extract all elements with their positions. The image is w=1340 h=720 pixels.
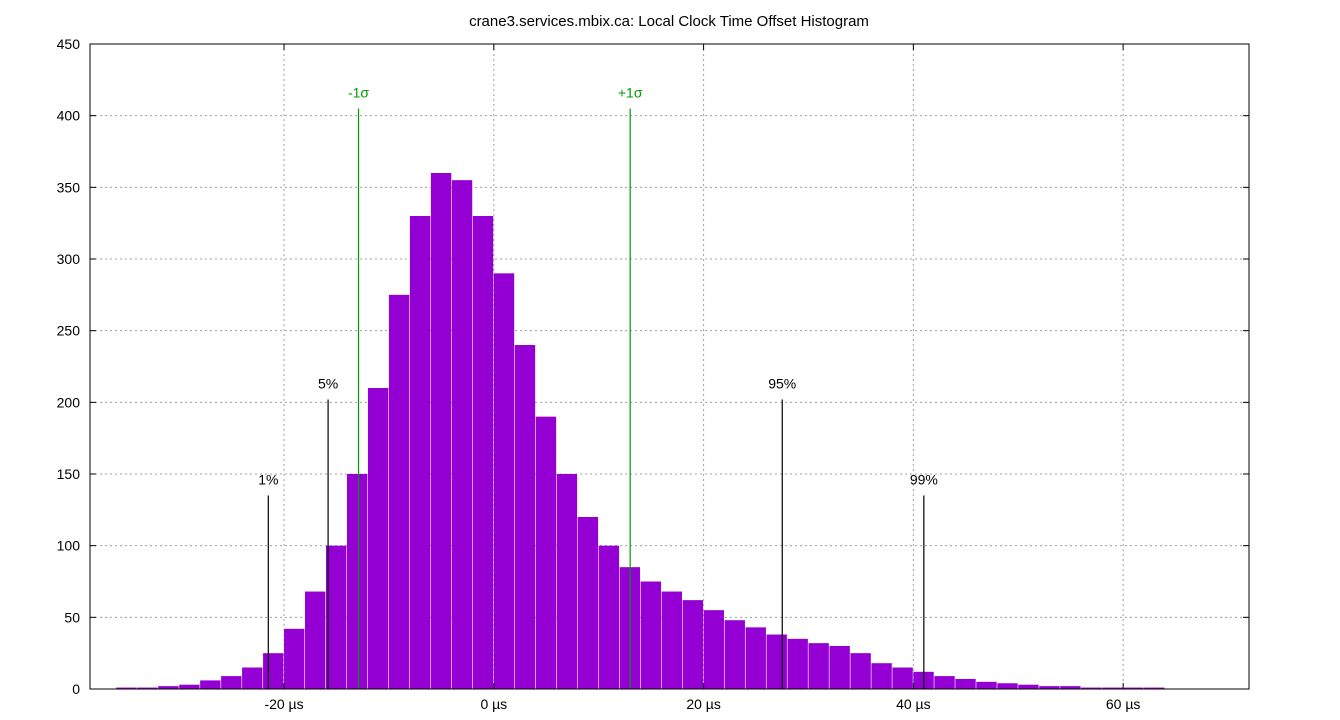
histogram-bar [955,678,976,689]
histogram-bar [388,294,410,689]
histogram-bar [850,653,871,689]
histogram-bar [766,634,787,689]
marker-label: +1σ [618,85,643,101]
histogram-bar [598,545,620,689]
marker-label: -1σ [348,85,369,101]
marker-label: 5% [318,375,338,391]
y-tick-label: 250 [57,323,81,339]
histogram-bar [346,474,368,689]
histogram-bar [1039,686,1060,689]
histogram-bar [137,687,158,689]
y-tick-label: 400 [57,108,81,124]
histogram-bar [221,676,242,689]
marker-label: 1% [258,472,278,488]
histogram-bar [367,388,389,689]
y-tick-label: 300 [57,251,81,267]
histogram-bar [1081,687,1102,689]
histogram-bar [556,474,578,689]
percentile-markers: 1% 5% -1σ +1σ 95% 99% [258,85,938,689]
x-tick-label: 60 µs [1106,696,1141,712]
histogram-bar [1123,687,1144,689]
marker-label: 95% [768,375,796,391]
y-tick-label: 200 [57,394,81,410]
histogram-bar [1060,686,1081,689]
x-tick-label: 0 µs [480,696,507,712]
histogram-bar [493,273,515,689]
histogram-bar [724,620,745,689]
y-tick-label: 50 [64,609,80,625]
y-tick-label: 100 [57,538,81,554]
histogram-bar [284,628,305,689]
histogram-bar [577,517,599,689]
histogram-bar [305,591,326,689]
histogram-bar [158,686,179,689]
histogram-bar [640,581,662,689]
histogram-bar [892,667,913,689]
histogram-bar [1144,687,1165,689]
histogram-bar [472,216,494,689]
histogram-bar [997,683,1018,689]
histogram-bar [976,681,997,689]
x-tick-label: 20 µs [686,696,721,712]
x-tick-label: -20 µs [264,696,303,712]
axis-ticks: 0 50 100 150 200 250 300 350 400 450 -20 µs 0 µs 20 … [57,36,1249,712]
plot-frame [89,43,1250,690]
histogram-bar [514,345,536,689]
histogram-bar [808,643,829,689]
grid-lines [90,44,1249,689]
histogram-bar [703,610,724,689]
histogram-bar [682,600,703,689]
histogram-bar [1102,687,1123,689]
chart-title: crane3.services.mbix.ca: Local Clock Tim… [469,13,869,30]
y-tick-label: 0 [72,681,80,697]
histogram-bar [451,180,473,689]
marker-label: 99% [910,472,938,488]
histogram-bar [871,663,892,689]
histogram-bar [263,653,284,689]
x-tick-label: 40 µs [896,696,931,712]
histogram-bar [745,627,766,689]
histogram-bars [116,173,1165,689]
histogram-bar [829,646,850,689]
histogram-bar [242,667,263,689]
histogram-bar [1018,684,1039,689]
y-tick-label: 150 [57,466,81,482]
y-tick-label: 350 [57,179,81,195]
histogram-bar [325,545,347,689]
y-tick-label: 450 [57,36,81,52]
histogram-bar [430,173,452,689]
histogram-bar [179,684,200,689]
histogram-bar [409,216,431,689]
histogram-bar [661,591,683,689]
histogram-bar [535,416,557,689]
histogram-bar [200,680,221,689]
histogram-bar [787,638,808,689]
histogram-bar [934,676,955,689]
histogram-bar [116,687,137,689]
